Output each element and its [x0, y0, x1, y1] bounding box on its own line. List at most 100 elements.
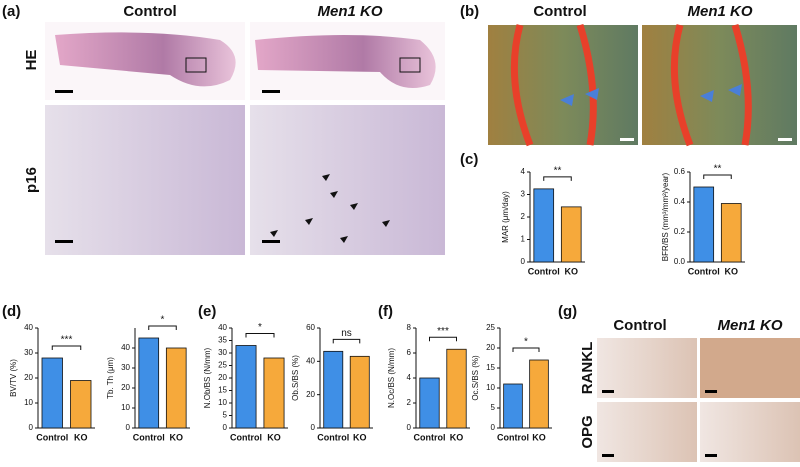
y-tick-label: 10 [121, 403, 130, 412]
y-tick-label: 0.2 [674, 227, 686, 236]
scale-bar [778, 138, 792, 141]
zoom-box [399, 57, 421, 73]
y-tick-label: 4 [521, 167, 526, 176]
y-tick-label: 1 [521, 235, 526, 244]
y-axis-label: Ob.S/BS (%) [291, 355, 300, 401]
arrowheads [560, 84, 742, 106]
panel-label: (c) [460, 151, 478, 168]
panel-label: (b) [460, 3, 479, 20]
bar [446, 348, 467, 429]
x-tick-label: Control [317, 432, 349, 442]
scale-bar [262, 90, 280, 93]
y-tick-label: 10 [218, 398, 227, 407]
scale-bar [602, 390, 614, 393]
bar [323, 350, 344, 429]
y-tick-label: 25 [486, 323, 495, 332]
y-tick-label: 6 [407, 348, 412, 357]
y-axis-label: Tb. Th (μm) [106, 357, 115, 399]
y-tick-label: 0 [491, 423, 496, 432]
x-tick-label: KO [450, 432, 464, 442]
y-tick-label: 0 [521, 257, 526, 266]
y-tick-label: 0 [126, 423, 131, 432]
y-tick-label: 20 [486, 343, 495, 352]
x-tick-label: Control [688, 266, 720, 276]
significance-bracket [51, 345, 82, 350]
micrograph [642, 25, 797, 145]
y-tick-label: 20 [218, 373, 227, 382]
y-tick-label: 5 [491, 403, 496, 412]
x-tick-label: KO [170, 432, 184, 442]
scale-bar [620, 138, 634, 141]
y-tick-label: 2 [407, 398, 412, 407]
significance-label: *** [61, 335, 73, 346]
y-tick-label: 30 [121, 363, 130, 372]
bone-label [670, 23, 752, 147]
row-header: RANKL [579, 342, 596, 395]
y-tick-label: 35 [218, 336, 227, 345]
arrowheads [270, 174, 390, 243]
y-tick-label: 40 [306, 356, 315, 365]
y-tick-label: 25 [218, 361, 227, 370]
panel-label: (f) [378, 303, 393, 320]
bar [533, 188, 555, 263]
y-axis-label: N.Ob/BS (N/mm) [203, 347, 212, 408]
y-tick-label: 5 [223, 411, 228, 420]
scale-bar [602, 454, 614, 457]
y-tick-label: 0.4 [674, 197, 686, 206]
bar [503, 383, 523, 429]
row-header: HE [23, 50, 40, 71]
x-tick-label: Control [497, 432, 529, 442]
y-tick-label: 3 [521, 190, 526, 199]
y-tick-label: 20 [24, 373, 33, 382]
micrograph [488, 25, 638, 145]
bar [529, 359, 549, 429]
column-header: Men1 KO [317, 3, 382, 20]
y-tick-label: 60 [306, 323, 315, 332]
scale-bar [55, 240, 73, 243]
micrograph [45, 105, 245, 255]
y-tick-label: 0.0 [674, 257, 686, 266]
significance-bracket [543, 176, 572, 181]
significance-bracket [148, 325, 177, 330]
zoom-box [185, 57, 207, 73]
y-tick-label: 0 [311, 423, 316, 432]
y-tick-label: 2 [521, 212, 526, 221]
significance-label: * [524, 337, 528, 348]
y-tick-label: 4 [407, 373, 412, 382]
significance-label: * [258, 322, 262, 333]
bar [235, 345, 257, 429]
y-tick-label: 30 [218, 348, 227, 357]
y-tick-label: 10 [486, 383, 495, 392]
x-tick-label: KO [353, 432, 367, 442]
bar [560, 206, 582, 263]
bar [263, 357, 285, 429]
column-header: Control [123, 3, 176, 20]
y-tick-label: 40 [24, 323, 33, 332]
scale-bar [262, 240, 280, 243]
x-tick-label: KO [532, 432, 546, 442]
panel-label: (d) [2, 303, 21, 320]
bar [349, 355, 370, 429]
y-tick-label: 15 [218, 386, 227, 395]
y-axis-label: MAR (μm/day) [501, 191, 510, 243]
column-header: Control [613, 317, 666, 334]
significance-bracket [512, 347, 540, 352]
y-tick-label: 10 [24, 398, 33, 407]
column-header: Men1 KO [717, 317, 782, 334]
micrograph [597, 338, 697, 398]
bar [70, 380, 92, 429]
x-tick-label: Control [36, 432, 68, 442]
y-tick-label: 0 [223, 423, 228, 432]
bar [41, 357, 63, 429]
column-header: Control [533, 3, 586, 20]
y-tick-label: 20 [121, 383, 130, 392]
x-tick-label: KO [74, 432, 88, 442]
panel-label: (g) [558, 303, 577, 320]
scale-bar [705, 390, 717, 393]
bar [165, 347, 187, 429]
significance-label: ns [341, 328, 352, 339]
significance-label: ** [714, 164, 722, 175]
x-tick-label: Control [528, 266, 560, 276]
y-axis-label: N.Oc/BS (N/mm) [387, 348, 396, 408]
